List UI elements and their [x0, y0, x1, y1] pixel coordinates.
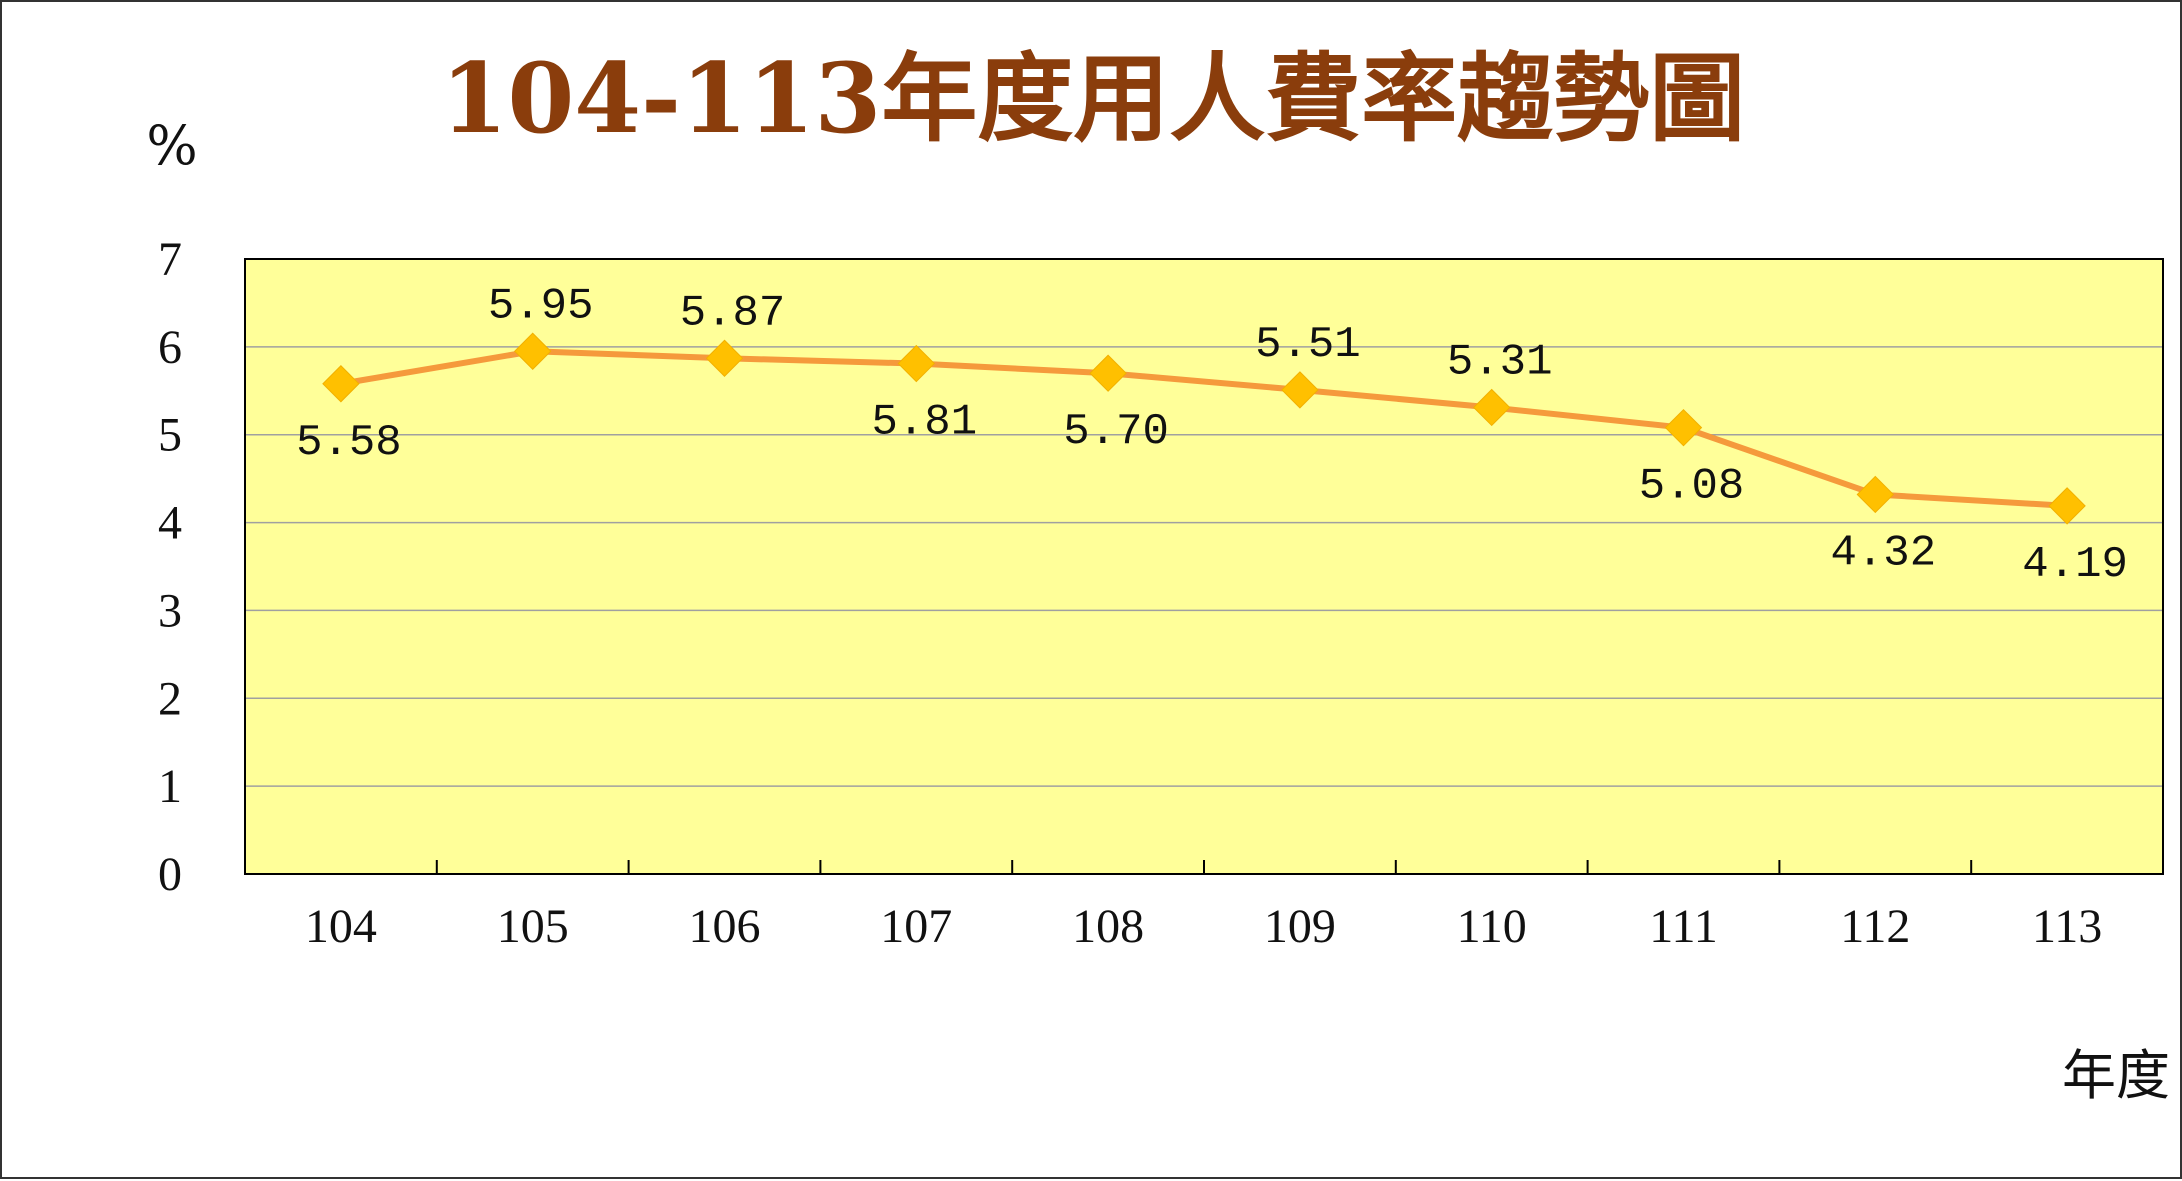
marker-layer — [322, 332, 2086, 525]
x-tick-label: 104 — [305, 900, 377, 953]
data-point-marker — [1664, 408, 1703, 447]
y-tick-label: 4 — [158, 497, 182, 550]
data-label: 5.31 — [1447, 337, 1553, 387]
data-point-marker — [1472, 388, 1511, 427]
x-tick-label: 112 — [1840, 900, 1910, 953]
x-tick-label: 113 — [2032, 900, 2102, 953]
y-tick-label: 6 — [158, 321, 182, 374]
data-label: 5.81 — [871, 398, 977, 448]
y-tick-label: 2 — [158, 672, 182, 725]
data-label: 5.87 — [680, 288, 786, 338]
chart-title: 104-113年度用人費率趨勢圖 — [441, 42, 1746, 155]
data-point-marker — [1281, 371, 1319, 409]
data-point-marker — [2048, 487, 2086, 525]
gridlines — [245, 346, 2163, 787]
data-point-marker — [1856, 475, 1895, 514]
data-label: 5.08 — [1639, 462, 1745, 512]
axes: 0 1 2 3 4 5 6 7 104 105 106 107 108 109 110 111 112 113 — [158, 233, 2164, 953]
data-label: 5.58 — [296, 418, 402, 468]
x-tick-label: 107 — [880, 900, 952, 953]
data-point-marker — [1089, 354, 1127, 392]
data-label: 5.95 — [488, 281, 594, 331]
data-point-marker — [705, 339, 744, 377]
data-label: 4.32 — [1830, 528, 1936, 578]
x-axis-unit-label: 年度 — [2062, 1044, 2170, 1107]
data-point-marker — [897, 344, 936, 383]
y-tick-label: 0 — [158, 848, 182, 901]
series-line-layer — [340, 348, 2068, 509]
data-point-marker — [322, 365, 360, 403]
x-tick-label: 105 — [497, 900, 569, 953]
data-label: 5.70 — [1063, 407, 1169, 457]
x-tick-label: 110 — [1457, 900, 1527, 953]
data-label: 5.51 — [1255, 320, 1361, 370]
data-label: 4.19 — [2022, 540, 2128, 590]
y-tick-label: 1 — [158, 760, 182, 813]
data-label-layer: 5.58 5.95 5.87 5.81 5.70 5.51 5.31 5.08 4.32 4.19 — [296, 281, 2128, 590]
x-tick-label: 106 — [689, 900, 761, 953]
y-tick-label: 7 — [158, 233, 182, 286]
plot-area — [245, 259, 2163, 874]
series-line — [340, 348, 2068, 509]
y-tick-label: 3 — [158, 584, 182, 637]
y-tick-label: 5 — [158, 409, 182, 462]
x-tick-label: 111 — [1649, 900, 1717, 953]
x-tick-label: 109 — [1264, 900, 1336, 953]
y-axis-unit-label: % — [146, 114, 197, 177]
x-tick-label: 108 — [1072, 900, 1144, 953]
data-point-marker — [513, 332, 552, 370]
